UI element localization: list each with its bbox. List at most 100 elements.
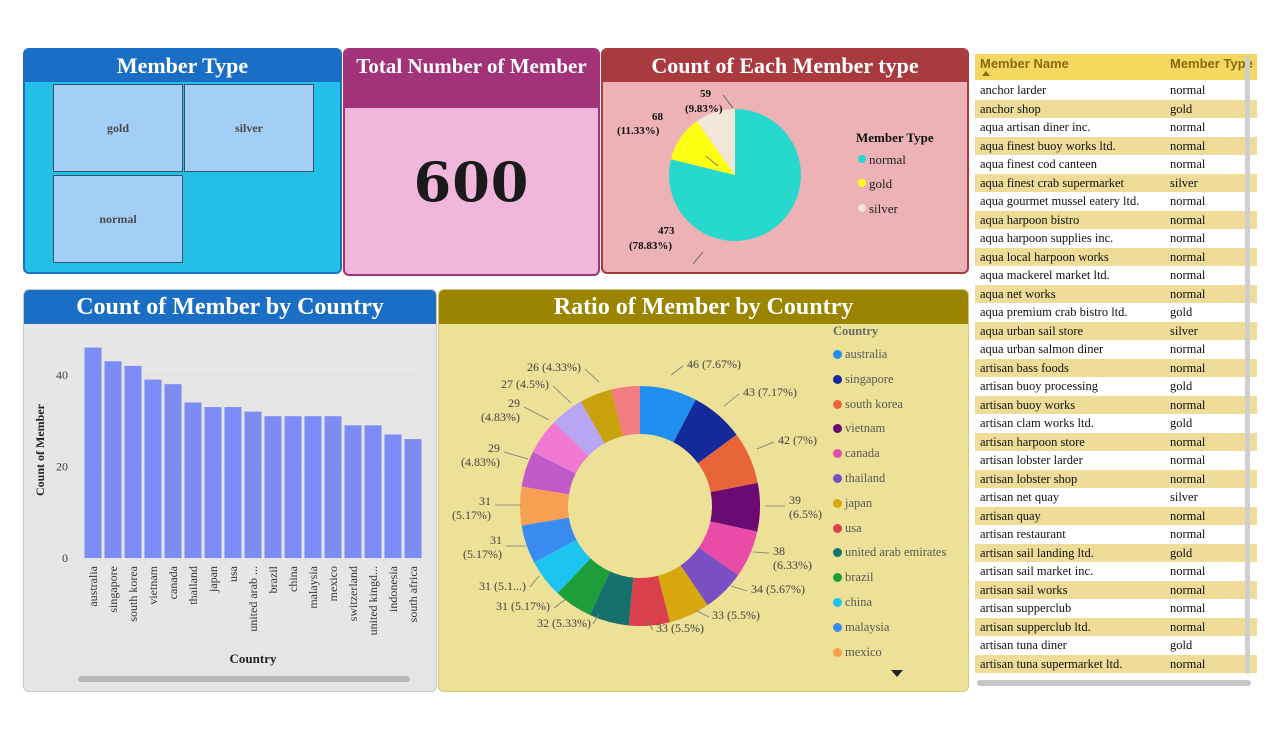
donut-legend-item[interactable]: japan <box>833 493 872 510</box>
pie-legend-label-normal[interactable]: normal <box>869 152 906 167</box>
table-row[interactable]: artisan tuna supermarket ltd. normal <box>975 654 1257 673</box>
pie-slice-gold[interactable] <box>670 121 735 175</box>
bar-malaysia[interactable] <box>304 416 322 558</box>
bar-united arab ...[interactable] <box>244 411 262 558</box>
sort-ascending-icon[interactable] <box>982 71 990 76</box>
bar-horizontal-scrollbar[interactable] <box>78 676 410 682</box>
table-row[interactable]: aqua finest crab supermarket silver <box>975 173 1257 192</box>
bar-japan[interactable] <box>204 407 222 558</box>
table-row[interactable]: artisan clam works ltd. gold <box>975 414 1257 433</box>
pie-slice-normal[interactable] <box>669 109 801 242</box>
table-row[interactable]: artisan net quay silver <box>975 488 1257 507</box>
table-row[interactable]: aqua net works normal <box>975 284 1257 303</box>
bar-thailand[interactable] <box>184 402 202 558</box>
table-row[interactable]: artisan supperclub normal <box>975 599 1257 618</box>
bar-indonesia[interactable] <box>384 434 402 558</box>
donut-legend-item[interactable]: usa <box>833 518 862 535</box>
bar-mexico[interactable] <box>324 416 342 558</box>
donut-legend-item[interactable]: australia <box>833 344 887 361</box>
bar-south africa[interactable] <box>404 439 422 558</box>
donut-slice[interactable] <box>680 547 739 606</box>
donut-slice[interactable] <box>580 389 623 444</box>
donut-legend-item[interactable]: singapore <box>833 369 894 386</box>
bar-united kingd...[interactable] <box>364 425 382 558</box>
donut-slice[interactable] <box>534 539 591 594</box>
table-row[interactable]: artisan bass foods normal <box>975 358 1257 377</box>
member-type-tile-normal[interactable]: normal <box>53 175 183 263</box>
donut-slice[interactable] <box>611 386 640 437</box>
donut-slice[interactable] <box>657 565 708 623</box>
bar-china[interactable] <box>284 416 302 558</box>
donut-legend-label: south korea <box>845 396 903 411</box>
table-row[interactable]: artisan sail landing ltd. gold <box>975 543 1257 562</box>
donut-slice[interactable] <box>710 482 760 532</box>
bar-vietnam[interactable] <box>144 379 162 558</box>
table-row[interactable]: artisan lobster shop normal <box>975 469 1257 488</box>
donut-slice[interactable] <box>697 434 758 493</box>
table-row[interactable]: aqua finest cod canteen normal <box>975 155 1257 174</box>
table-row[interactable]: aqua premium crab bistro ltd. gold <box>975 303 1257 322</box>
donut-slice[interactable] <box>640 386 696 443</box>
donut-slice[interactable] <box>520 486 569 526</box>
table-row[interactable]: artisan sail works normal <box>975 580 1257 599</box>
donut-slice[interactable] <box>589 571 634 626</box>
donut-slice[interactable] <box>673 399 737 464</box>
donut-legend-item[interactable]: brazil <box>833 567 873 584</box>
member-type-tile-gold[interactable]: gold <box>53 84 183 172</box>
donut-slice[interactable] <box>532 422 589 474</box>
pie-legend-label-silver[interactable]: silver <box>869 201 899 216</box>
bar-brazil[interactable] <box>264 416 282 558</box>
donut-legend-item[interactable]: vietnam <box>833 418 885 435</box>
column-header-member-type[interactable]: Member Type <box>1170 56 1253 71</box>
table-row[interactable]: artisan tuna diner gold <box>975 636 1257 655</box>
table-row[interactable]: aqua artisan diner inc. normal <box>975 118 1257 137</box>
table-row[interactable]: anchor larder normal <box>975 81 1257 100</box>
bar-singapore[interactable] <box>104 361 122 558</box>
donut-slice[interactable] <box>521 517 577 563</box>
member-type-tile-silver[interactable]: silver <box>184 84 314 172</box>
donut-slice[interactable] <box>521 451 576 495</box>
table-row[interactable]: aqua mackerel market ltd. normal <box>975 266 1257 285</box>
total-member-card: Total Number of Member 600 <box>343 48 600 276</box>
donut-legend-item[interactable]: united arab emirates <box>833 542 946 559</box>
table-row[interactable]: aqua gourmet mussel eatery ltd. normal <box>975 192 1257 211</box>
table-row[interactable]: artisan supperclub ltd. normal <box>975 617 1257 636</box>
donut-legend-label: canada <box>845 446 880 461</box>
table-row[interactable]: aqua urban salmon diner normal <box>975 340 1257 359</box>
table-row[interactable]: artisan restaurant normal <box>975 525 1257 544</box>
legend-scroll-down-icon[interactable] <box>891 670 903 677</box>
table-row[interactable]: artisan harpoon store normal <box>975 432 1257 451</box>
donut-legend-item[interactable]: mexico <box>833 642 882 659</box>
pie-slice-silver[interactable] <box>696 109 735 175</box>
donut-legend-item[interactable]: china <box>833 592 872 609</box>
donut-slice[interactable] <box>698 521 758 576</box>
donut-legend-item[interactable]: south korea <box>833 394 903 411</box>
table-row[interactable]: anchor shop gold <box>975 99 1257 118</box>
donut-legend-item[interactable]: malaysia <box>833 617 889 634</box>
column-header-member-name[interactable]: Member Name <box>980 56 1069 71</box>
donut-slice[interactable] <box>557 558 610 616</box>
donut-legend-item[interactable]: canada <box>833 443 880 461</box>
table-row[interactable]: artisan buoy works normal <box>975 395 1257 414</box>
donut-slice[interactable] <box>628 575 670 626</box>
bar-australia[interactable] <box>84 347 102 558</box>
bar-switzerland[interactable] <box>344 425 362 558</box>
table-row[interactable]: aqua local harpoon works normal <box>975 247 1257 266</box>
table-row[interactable]: aqua urban sail store silver <box>975 321 1257 340</box>
table-horizontal-scrollbar[interactable] <box>977 680 1251 686</box>
table-row[interactable]: aqua finest buoy works ltd. normal <box>975 136 1257 155</box>
bar-usa[interactable] <box>224 407 242 558</box>
table-row[interactable]: artisan buoy processing gold <box>975 377 1257 396</box>
donut-slice[interactable] <box>554 401 605 456</box>
table-row[interactable]: aqua harpoon supplies inc. normal <box>975 229 1257 248</box>
bar-canada[interactable] <box>164 384 182 558</box>
bar-south korea[interactable] <box>124 365 142 558</box>
table-vertical-scrollbar[interactable] <box>1245 56 1250 674</box>
table-row[interactable]: artisan lobster larder normal <box>975 451 1257 470</box>
cell-member-name: artisan sail works <box>980 582 1068 597</box>
donut-legend-item[interactable]: thailand <box>833 468 885 485</box>
pie-legend-label-gold[interactable]: gold <box>869 176 893 191</box>
table-row[interactable]: aqua harpoon bistro normal <box>975 210 1257 229</box>
table-row[interactable]: artisan sail market inc. normal <box>975 562 1257 581</box>
table-row[interactable]: artisan quay normal <box>975 506 1257 525</box>
